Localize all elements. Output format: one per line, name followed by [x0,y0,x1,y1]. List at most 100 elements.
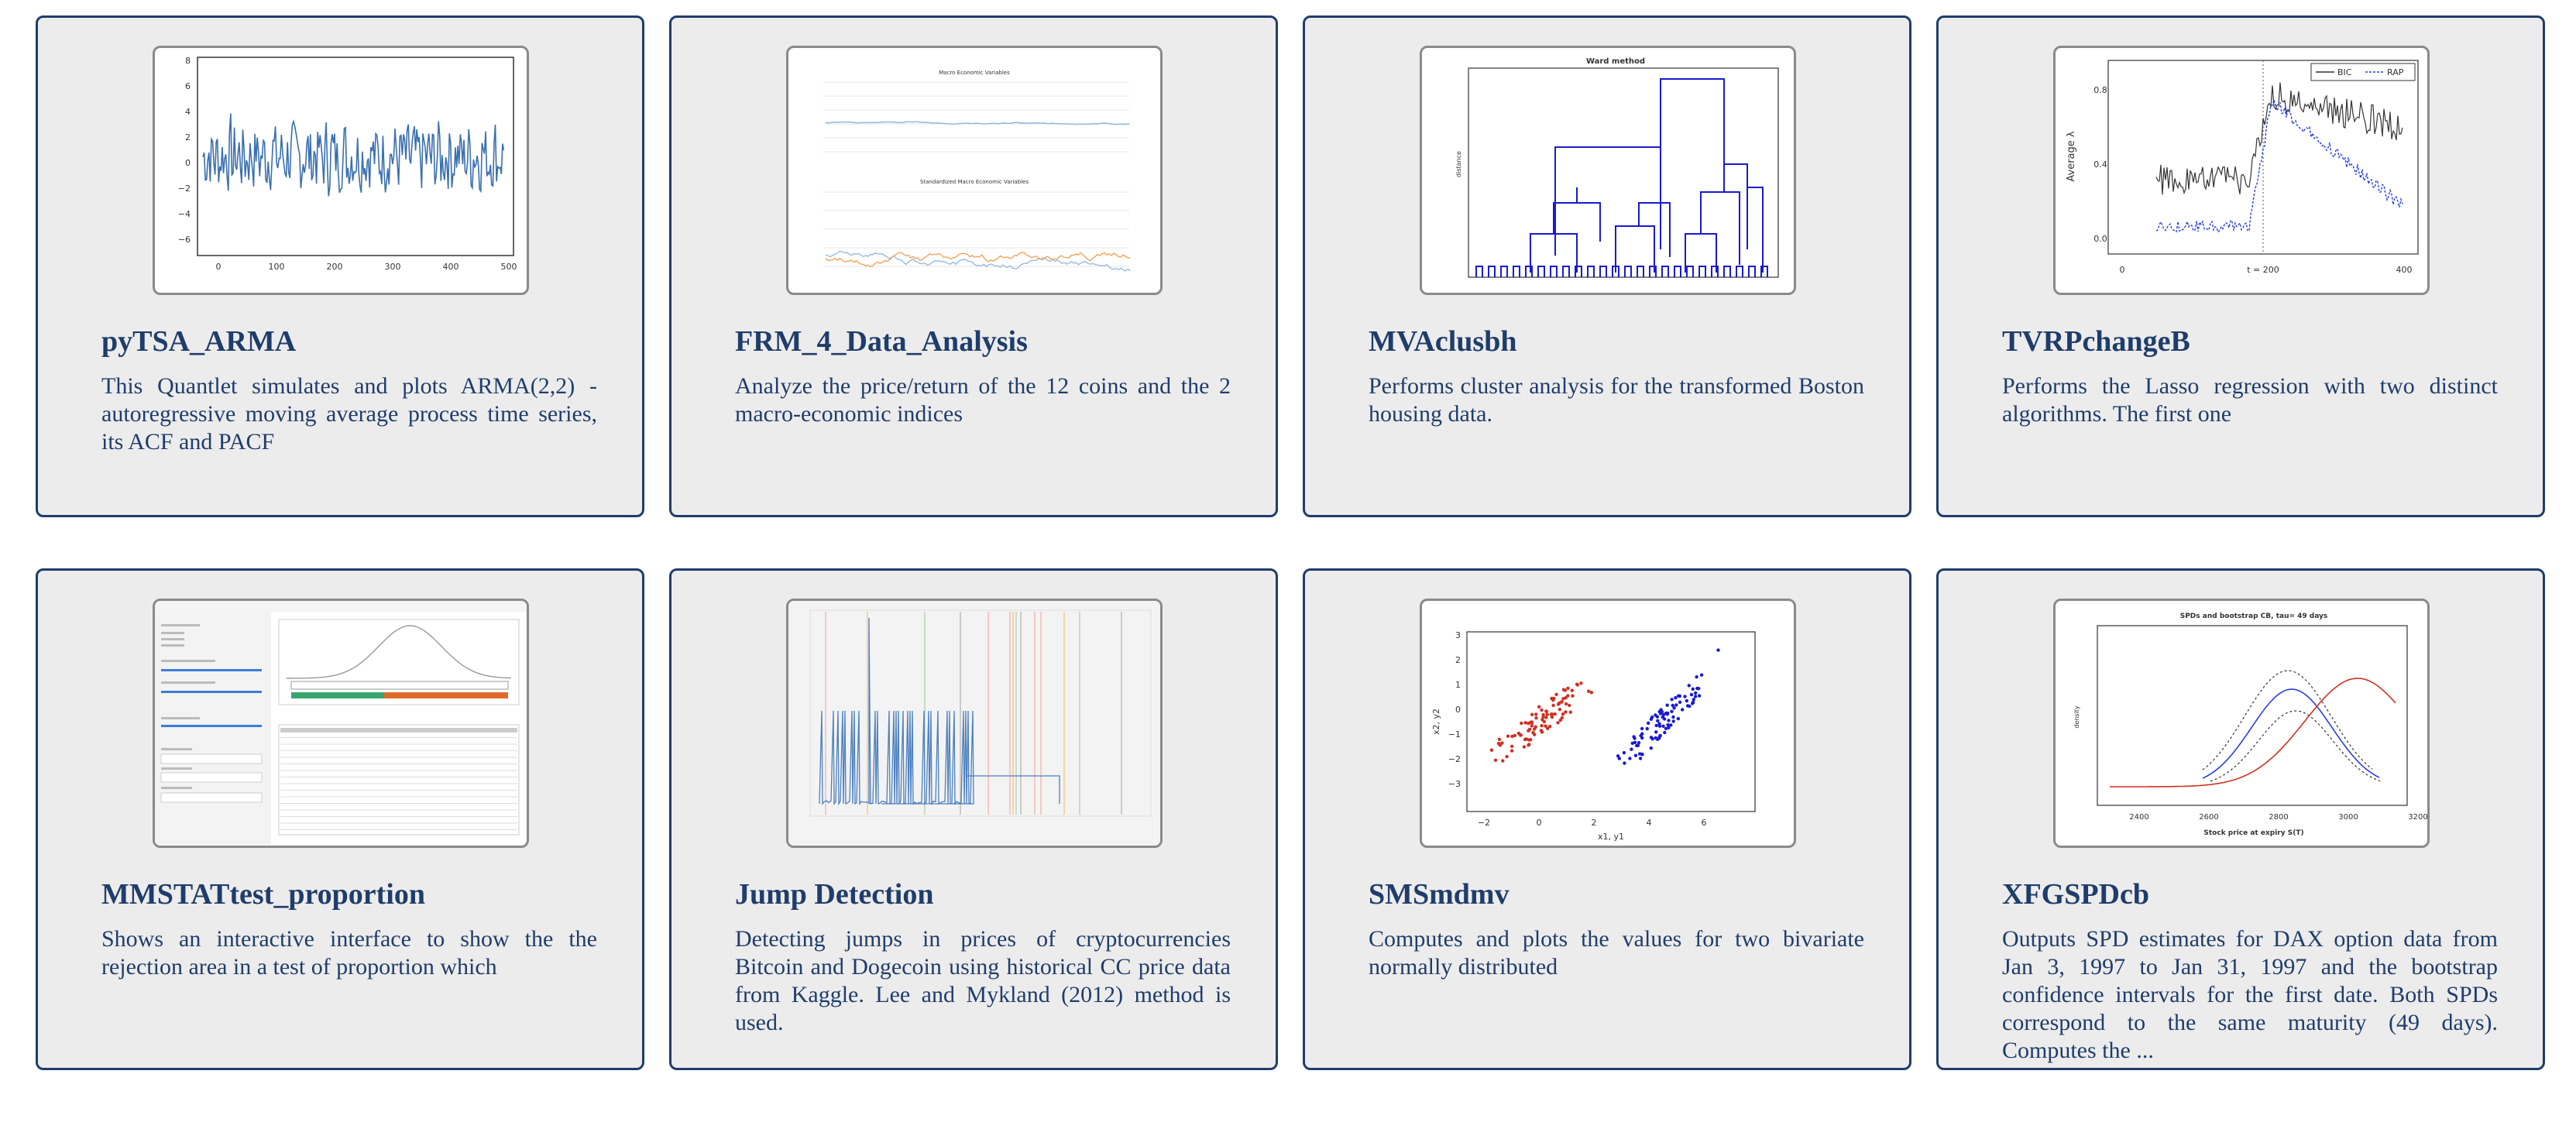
quantlet-card-tvrpchangeb[interactable]: BIC RAP Average λ 0.8 0.4 0.0 0 t = 200 400 T… [1936,15,2545,517]
scatter-point-blue [1692,698,1695,702]
quantlet-card-mmstattest-proportion[interactable]: MMSTATtest_proportion Shows an interacti… [36,568,644,1070]
scatter-point-blue [1654,730,1658,734]
scatter-point-blue [1640,736,1644,740]
dendrogram-leaf [1488,266,1496,277]
scatter-point-red [1520,721,1523,726]
scatter-point-red [1522,745,1527,749]
quantlet-card-pytsa-arma[interactable]: 8 6 4 2 0 −2 −4 −6 0 100 200 300 400 500 pyTSA_ARMA T… [36,15,644,517]
scatter-point-red [1527,729,1530,733]
card-title[interactable]: Jump Detection [735,878,934,911]
scatter-point-blue [1665,712,1669,716]
scatter-point-blue [1670,709,1674,713]
card-title[interactable]: XFGSPDcb [2002,878,2149,911]
scatter-point-blue [1664,726,1668,730]
card-thumbnail [786,599,1163,848]
card-description: Detecting jumps in prices of cryptocurre… [735,926,1231,1035]
x-tick-label: t = 200 [2247,265,2279,275]
scatter-point-blue [1616,754,1620,758]
x-tick-label: 0 [216,262,222,272]
dendrogram-leaf [1674,266,1681,277]
card-title[interactable]: MVAclusbh [1369,325,1517,358]
scatter-point-blue [1695,675,1698,679]
scatter-point-blue [1640,726,1644,731]
x-tick-label: 200 [327,262,343,272]
interactive-app-screenshot [155,601,527,846]
scatter-point-red [1571,694,1575,698]
card-title[interactable]: FRM_4_Data_Analysis [735,325,1028,358]
x-tick-label: 3200 [2408,813,2427,822]
scatter-point-red [1545,712,1549,716]
thumb-y-label: Average λ [2066,131,2077,182]
x-tick-label: −2 [1478,818,1490,828]
card-description: This Quantlet simulates and plots ARMA(2… [101,373,597,455]
dendrogram-leaf [1575,266,1582,277]
y-tick-label: 1 [1455,680,1461,690]
thumb-title: SPDs and bootstrap CB, tau= 49 days [2180,613,2328,620]
quantlet-card-jump-detection[interactable]: Jump Detection Detecting jumps in prices… [669,568,1278,1070]
scatter-point-blue [1693,695,1698,698]
scatter-point-blue [1676,716,1681,721]
scatter-point-red [1579,681,1583,685]
dendrogram-leaf [1599,266,1607,277]
card-title[interactable]: MMSTATtest_proportion [101,878,425,911]
scatter-point-blue [1699,673,1704,677]
quantlet-card-smsmdmv[interactable]: 3 2 1 0 −1 −2 −3 −2 0 2 4 6 x1, y1 x2, y2 SMSmdmv C… [1303,568,1911,1070]
scatter-point-red [1589,691,1594,695]
scatter-point-red [1493,758,1498,762]
spd-bootstrap-plot: SPDs and bootstrap CB, tau= 49 days dens… [2073,613,2427,837]
thumb-title: Ward method [1586,57,1645,66]
scatter-point-red [1497,737,1502,741]
quantlet-card-mvaclusbh[interactable]: Ward method distance MVAclusbh Performs … [1303,15,1911,517]
y-tick-label: 0.4 [2093,160,2107,170]
scatter-point-red [1500,741,1504,745]
scatter-point-red [1519,733,1523,737]
scatter-point-red [1553,712,1557,716]
scatter-point-red [1550,715,1554,719]
card-title[interactable]: pyTSA_ARMA [101,325,297,358]
card-thumbnail: 8 6 4 2 0 −2 −4 −6 0 100 200 300 400 500 [153,46,529,295]
dendrogram-leaf [1550,266,1558,277]
scatter-point-red [1564,696,1568,700]
card-thumbnail: Macro Economic Variables Standardized Ma… [786,46,1163,295]
scatter-point-red [1540,724,1544,728]
scatter-point-blue [1637,741,1641,745]
scatter-point-red [1540,730,1544,734]
scatter-point-red [1570,688,1574,692]
scatter-point-blue [1716,648,1720,652]
scatter-point-blue [1674,703,1678,707]
scatter-point-red [1551,703,1555,708]
scatter-point-red [1530,712,1534,716]
scatter-point-blue [1655,715,1660,719]
x-tick-label: 2600 [2199,813,2218,822]
scatter-point-blue [1665,703,1669,707]
scatter-point-blue [1689,692,1694,697]
scatter-point-red [1513,733,1516,738]
card-title[interactable]: SMSmdmv [1369,878,1510,911]
scatter-point-blue [1691,687,1695,691]
scatter-point-blue [1657,709,1661,714]
dendrogram-leaf [1612,266,1619,277]
dendrogram-leaf [1537,266,1545,277]
scatter-point-blue [1630,747,1633,751]
dendrogram-leaf [1748,266,1756,277]
thumb-y-label: distance [1455,151,1462,177]
scatter-point-blue [1617,757,1621,760]
quantlet-card-xfgspdcb[interactable]: SPDs and bootstrap CB, tau= 49 days dens… [1936,568,2545,1070]
card-title[interactable]: TVRPchangeB [2002,325,2190,358]
scatter-point-red [1532,727,1537,731]
dendrogram-leaf [1587,266,1595,277]
x-tick-label: 6 [1702,818,1707,828]
scatter-point-red [1510,749,1514,753]
thumb-x-label: Stock price at expiry S(T) [2203,829,2303,837]
scatter-point-blue [1666,722,1670,727]
y-tick-label: 0.8 [2093,85,2107,95]
x-tick-label: 500 [501,262,517,272]
card-description: Outputs SPD estimates for DAX option dat… [2002,926,2498,1063]
scatter-point-blue [1669,723,1673,727]
dendrogram-leaf [1513,266,1520,277]
scatter-point-red [1506,734,1510,738]
quantlet-card-frm-4-data-analysis[interactable]: Macro Economic Variables Standardized Ma… [669,15,1278,517]
scatter-point-red [1510,734,1514,739]
average-lambda-plot: BIC RAP Average λ 0.8 0.4 0.0 0 t = 200 400 [2066,60,2419,275]
x-tick-label: 2 [1592,818,1597,828]
